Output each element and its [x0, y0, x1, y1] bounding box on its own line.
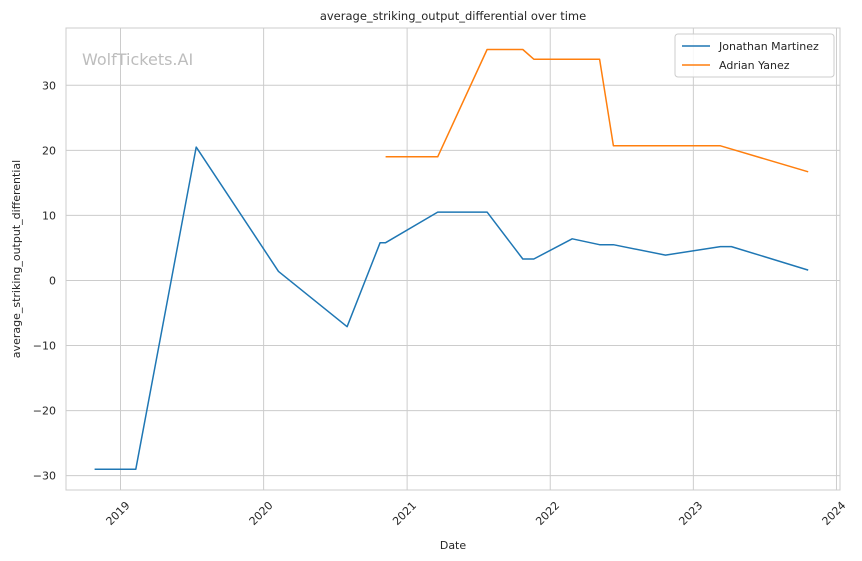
watermark: WolfTickets.AI — [82, 50, 193, 69]
y-tick-label: −10 — [33, 340, 56, 353]
x-tick-label: 2019 — [104, 499, 133, 528]
series-line — [385, 48, 809, 173]
grid-lines — [66, 28, 840, 490]
series-layer — [94, 48, 809, 470]
y-tick-label: 30 — [42, 79, 56, 92]
y-tick-label: 0 — [49, 274, 56, 287]
plot-area-frame — [65, 27, 841, 491]
x-axis-ticks: 2019 2020 2021 2022 2023 2024 — [104, 499, 849, 528]
y-axis-label: average_striking_output_differential — [10, 160, 23, 358]
legend-box — [674, 33, 835, 78]
x-tick-label: 2020 — [247, 499, 276, 528]
x-tick-label: 2024 — [820, 499, 849, 528]
y-tick-label: 20 — [42, 144, 56, 157]
x-tick-label: 2021 — [390, 499, 419, 528]
y-tick-label: 10 — [42, 209, 56, 222]
x-tick-label: 2022 — [533, 499, 562, 528]
legend-entry: Jonathan Martinez — [718, 40, 819, 53]
chart-title: average_striking_output_differential ove… — [320, 9, 586, 23]
x-tick-label: 2023 — [676, 499, 705, 528]
legend-entry: Adrian Yanez — [719, 59, 790, 72]
legend: Jonathan Martinez Adrian Yanez — [674, 33, 835, 78]
x-axis-label: Date — [440, 539, 467, 552]
y-tick-label: −30 — [33, 470, 56, 483]
y-tick-label: −20 — [33, 405, 56, 418]
series-line — [94, 146, 809, 470]
y-axis-ticks: −30 −20 −10 0 10 20 30 — [33, 79, 56, 482]
